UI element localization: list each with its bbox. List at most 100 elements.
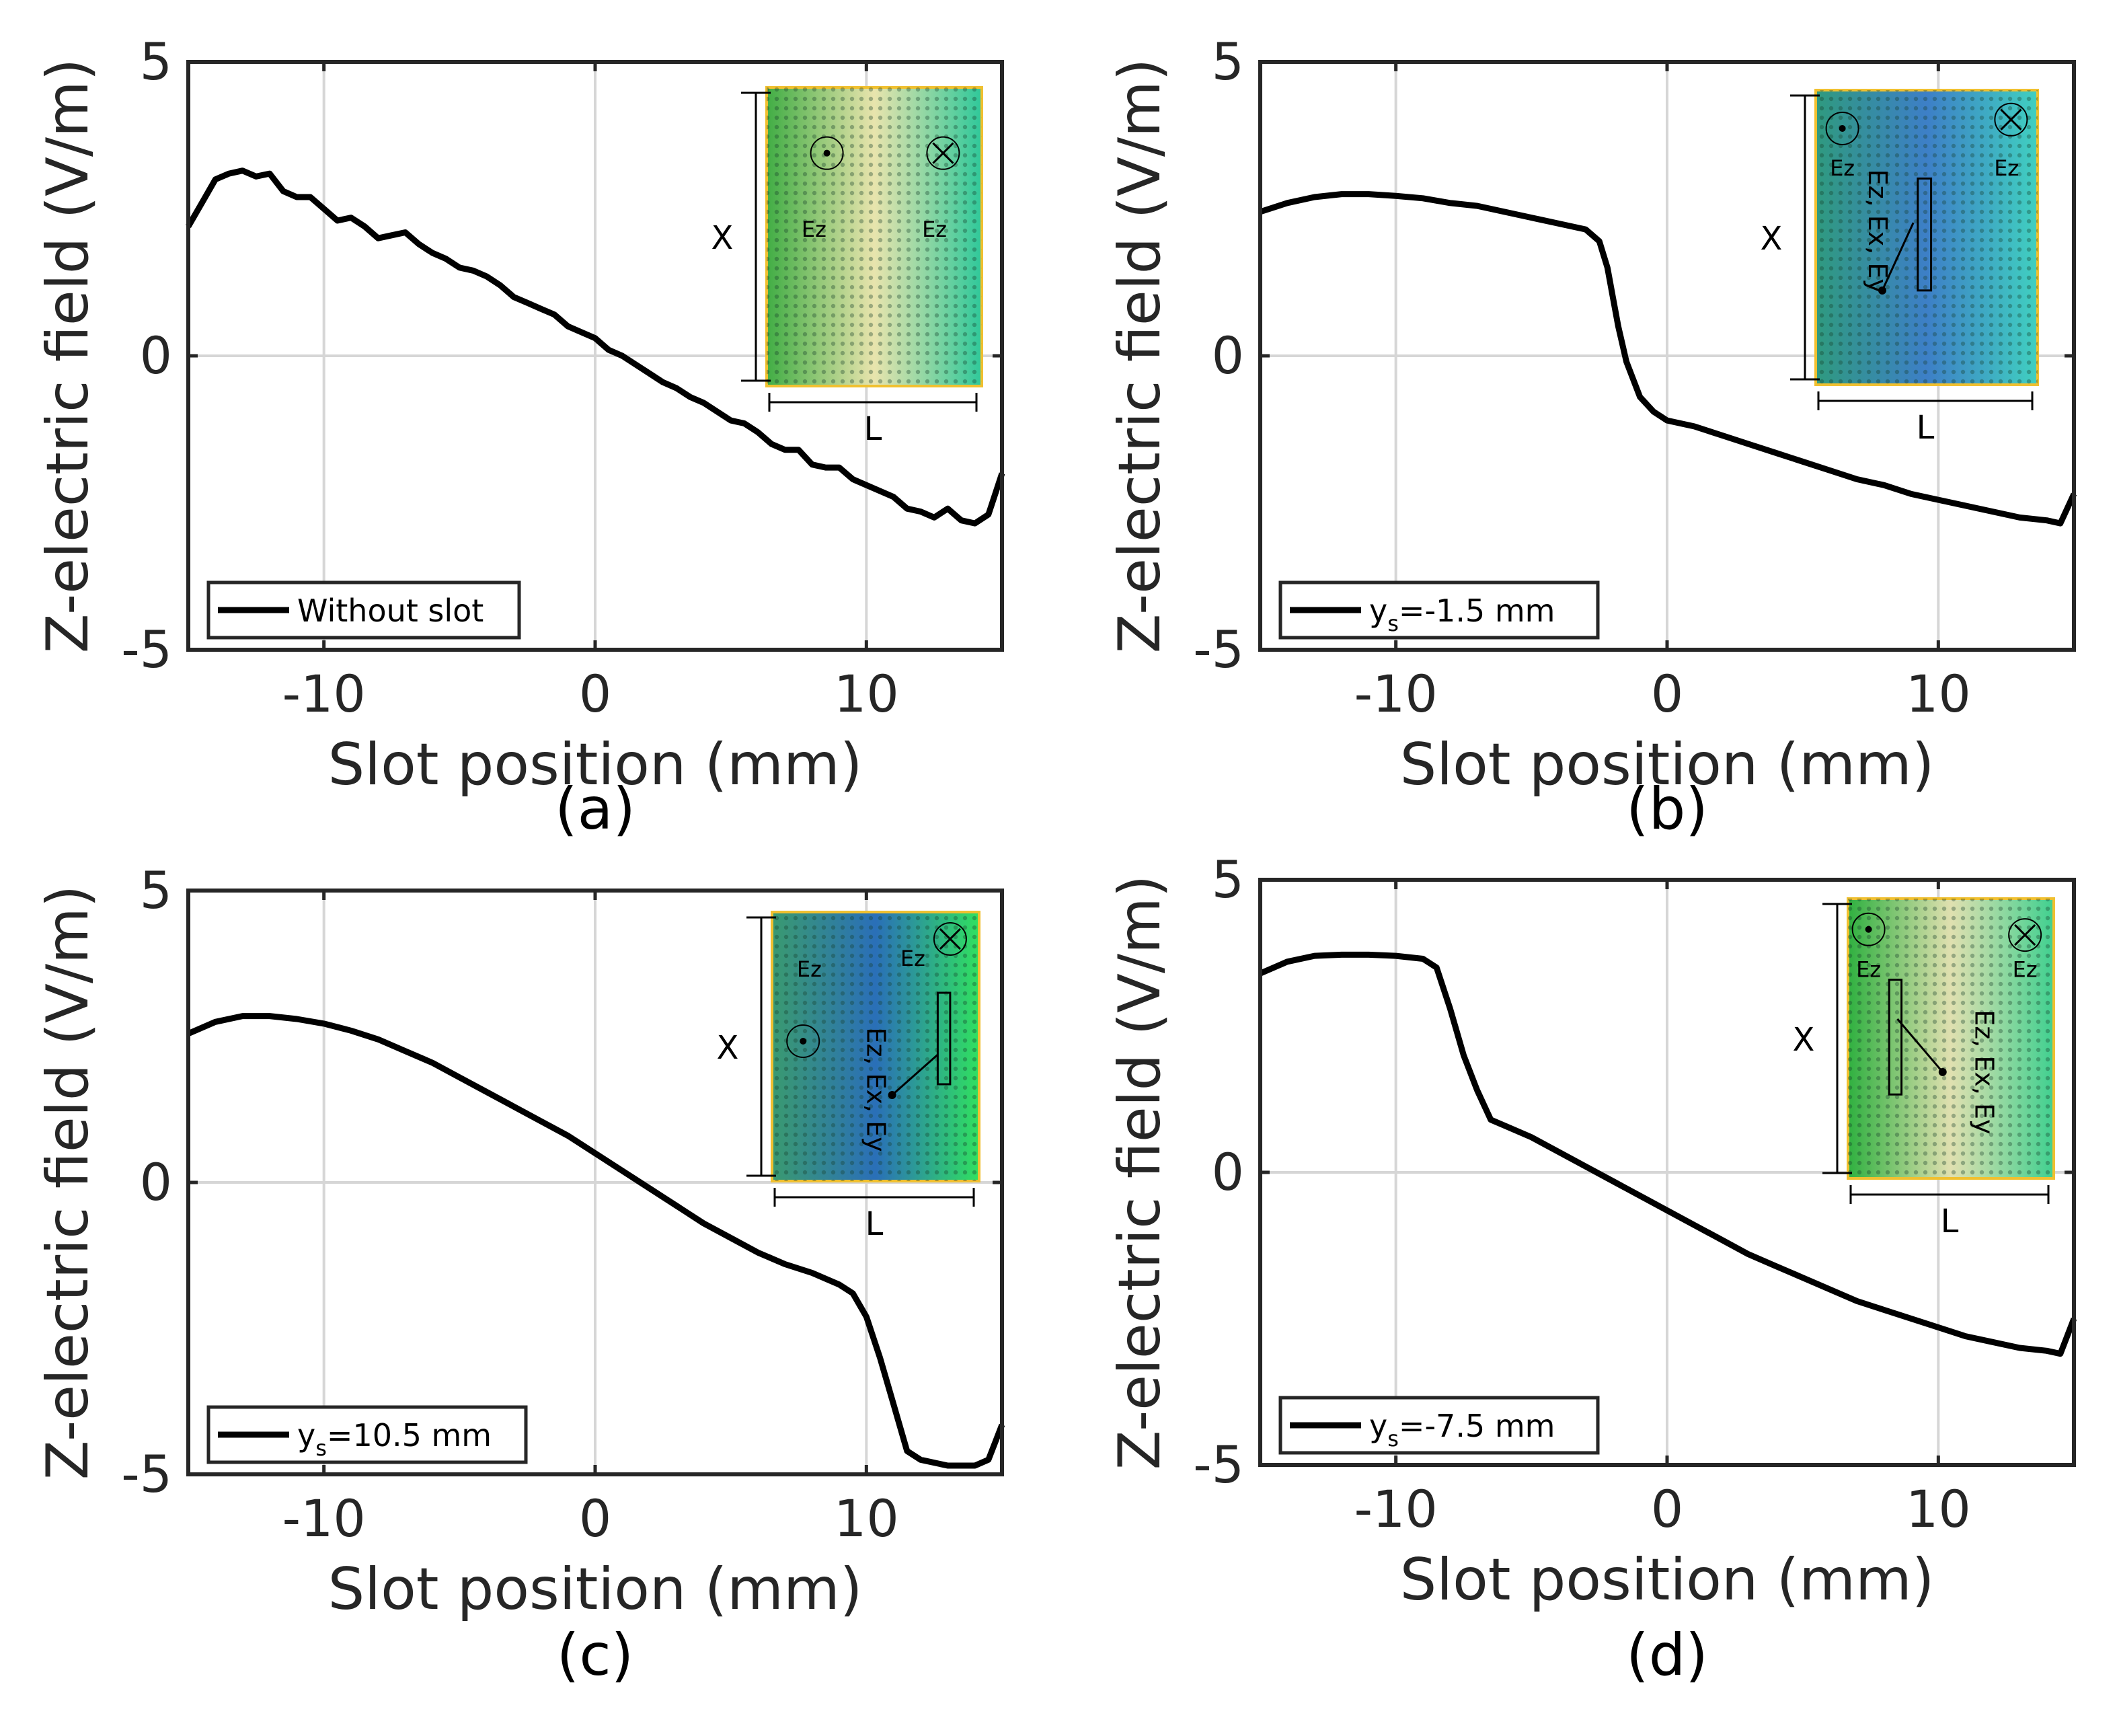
field-map-dots <box>767 87 982 386</box>
dimension-l-label: L <box>865 1205 884 1243</box>
slot-field-label: Ez, Ex, Ey <box>1970 1010 1999 1134</box>
x-axis-label: Slot position (mm) <box>328 731 863 798</box>
x-axis-label: Slot position (mm) <box>1400 731 1935 798</box>
x-tick-label: -10 <box>282 1488 366 1548</box>
field-label-ez: Ez <box>922 217 947 242</box>
out-of-plane-dot-icon <box>1851 912 1886 946</box>
dimension-l-label: L <box>1917 409 1935 447</box>
legend-entry: ys=-1.5 mm <box>1369 593 1555 636</box>
legend-tail: =-7.5 mm <box>1399 1408 1555 1444</box>
dimension-l-label: L <box>864 410 882 448</box>
chart-panel-b: Ez Ez Ez, Ex, Ey X L -10 0 10 -5 0 5 Slot position … <box>1106 32 2077 798</box>
legend-subscript: s <box>1387 1426 1399 1451</box>
legend-main: y <box>1369 1408 1387 1444</box>
field-label-ez: Ez <box>1830 155 1855 181</box>
legend-subscript: s <box>1387 611 1399 636</box>
arrow-head-icon <box>888 1091 896 1099</box>
field-label-ez: Ez <box>900 946 925 971</box>
field-map-inset: Ez Ez Ez, Ex, Ey X L <box>1793 897 2055 1240</box>
out-of-plane-dot-icon <box>1825 111 1859 145</box>
field-label-ez: Ez <box>797 956 822 982</box>
y-tick-label: -5 <box>1193 1435 1244 1495</box>
slot-arrow <box>891 1053 939 1096</box>
dot-center <box>1839 124 1846 132</box>
out-of-plane-dot-icon <box>810 136 844 170</box>
y-tick-label: 5 <box>1212 850 1244 909</box>
y-axis-label: Z-electric field (V/m) <box>34 59 102 654</box>
field-label-ez: Ez <box>2013 956 2038 982</box>
y-tick-label: 5 <box>140 32 172 91</box>
y-tick-label: 0 <box>140 326 172 385</box>
field-label-ez: Ez <box>802 217 826 242</box>
y-tick-label: -5 <box>1193 619 1244 679</box>
cross-stroke <box>2000 108 2022 130</box>
panel-label: (c) <box>557 1622 633 1689</box>
x-axis-label: Slot position (mm) <box>1400 1546 1935 1614</box>
y-tick-label: -5 <box>121 1444 172 1504</box>
legend-entry: ys=10.5 mm <box>297 1417 492 1461</box>
into-plane-cross-icon <box>1994 102 2028 137</box>
x-tick-label: -10 <box>1354 664 1438 724</box>
series-line <box>1259 191 2077 527</box>
dimension-x-label: X <box>1761 220 1783 258</box>
slot-outline <box>1917 177 1933 292</box>
y-tick-label: 0 <box>140 1152 172 1212</box>
y-axis-label: Z-electric field (V/m) <box>1106 875 1173 1470</box>
x-tick-label: 10 <box>1906 1479 1971 1539</box>
dimension-x-label: X <box>717 1029 739 1067</box>
out-of-plane-dot-icon <box>786 1024 820 1058</box>
field-map-dots <box>1816 90 2038 385</box>
field-map-dots <box>1848 899 2054 1178</box>
slot-field-label: Ez, Ex, Ey <box>1863 169 1892 294</box>
dot-center <box>1865 926 1872 933</box>
field-map-dots <box>772 912 979 1181</box>
series-line <box>186 167 1005 527</box>
field-map-inset: Ez Ez Ez, Ex, Ey X L <box>717 911 980 1243</box>
slot-outline <box>936 991 952 1086</box>
panel-label: (b) <box>1626 776 1708 843</box>
x-tick-label: 0 <box>1651 664 1683 724</box>
y-axis-label: Z-electric field (V/m) <box>34 885 102 1480</box>
y-tick-label: 5 <box>140 860 172 920</box>
x-tick-label: 0 <box>579 1488 611 1548</box>
panel-label: (d) <box>1626 1622 1708 1689</box>
legend-main: Without slot <box>297 593 484 629</box>
cross-stroke <box>932 142 954 164</box>
y-tick-label: 0 <box>1212 326 1244 385</box>
legend-tail: =10.5 mm <box>327 1417 492 1454</box>
cross-stroke <box>939 928 961 950</box>
slot-arrow <box>1896 1018 1943 1073</box>
x-tick-label: 0 <box>579 664 611 724</box>
field-label-ez: Ez <box>1856 956 1881 982</box>
x-tick-label: -10 <box>1354 1479 1438 1539</box>
legend-tail: =-1.5 mm <box>1399 593 1555 629</box>
slot-arrow <box>1881 222 1915 291</box>
x-tick-label: 10 <box>834 1488 899 1548</box>
panel-label: (a) <box>555 776 635 843</box>
slot-field-label: Ez, Ex, Ey <box>861 1027 891 1152</box>
legend-box <box>1278 580 1600 640</box>
legend-main: y <box>1369 593 1387 629</box>
x-tick-label: 10 <box>834 664 899 724</box>
x-axis-label: Slot position (mm) <box>328 1556 863 1623</box>
y-tick-label: 5 <box>1212 32 1244 91</box>
legend-entry: ys=-7.5 mm <box>1369 1408 1555 1451</box>
field-label-ez: Ez <box>1994 155 2019 181</box>
into-plane-cross-icon <box>926 136 960 170</box>
arrow-head-icon <box>1938 1067 1947 1076</box>
dot-center <box>800 1038 807 1045</box>
dimension-l-label: L <box>1941 1203 1959 1240</box>
x-tick-label: 10 <box>1906 664 1971 724</box>
y-tick-label: -5 <box>121 619 172 679</box>
chart-panel-a: Ez Ez X L -10 0 10 -5 0 5 Slot position (mm) Z-elec… <box>34 32 1005 798</box>
slot-outline <box>1888 979 1903 1096</box>
dimension-x-label: X <box>711 219 734 257</box>
cross-stroke <box>2014 924 2036 946</box>
arrow-head-icon <box>1878 286 1886 295</box>
dimension-x-label: X <box>1793 1021 1815 1059</box>
x-tick-label: -10 <box>282 664 366 724</box>
into-plane-cross-icon <box>933 922 967 956</box>
legend-main: y <box>297 1417 315 1454</box>
y-axis-label: Z-electric field (V/m) <box>1106 59 1173 654</box>
